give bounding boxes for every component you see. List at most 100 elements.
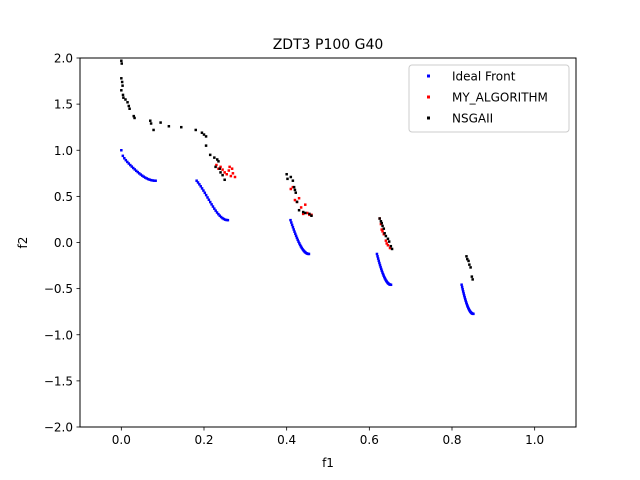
ideal-front-point [200,187,204,190]
nsgaii-point [149,119,152,122]
nsgaii-point [387,240,391,243]
ideal-front-point [199,185,202,188]
nsgaii-point [219,171,222,174]
ideal-front-point [297,240,300,243]
nsgaii-point [223,178,226,182]
ideal-front-point [462,292,465,295]
legend-box [408,64,570,133]
nsgaii-point [200,131,204,134]
my-algorithm-point [293,198,297,202]
nsgaii-point [471,278,474,281]
legend-marker-nsgaii [427,116,430,120]
ideal-front-point [136,170,139,174]
ideal-front-point [463,297,467,301]
ideal-front-point [129,163,132,167]
ideal-front-point [461,287,464,291]
ideal-front-point [149,178,153,182]
nsgaii-point [381,224,384,228]
nsgaii-point [127,104,131,108]
my-algorithm-point [381,230,384,233]
ideal-front-point [289,218,292,222]
nsgaii-point [214,165,217,169]
ideal-front-point [472,312,475,316]
ideal-front-point [378,263,382,267]
ideal-front-point [130,165,134,168]
nsgaii-point [468,263,471,266]
x-tick-label: 0.4 [277,433,296,447]
nsgaii-point [383,232,386,235]
ideal-front-point [294,234,298,238]
nsgaii-point [384,234,388,238]
x-axis-ticks: 0.0 0.2 0.4 0.6 0.8 1.0 [112,427,544,447]
nsgaii-point [378,217,381,220]
ideal-front-point [140,174,144,177]
ideal-front-point [142,175,145,178]
nsgaii-point [204,144,208,147]
my-algorithm-point [380,228,383,231]
nsgaii-point [121,93,125,97]
ideal-front-point [389,283,393,287]
ideal-front-point [225,218,228,222]
ideal-front-point [210,203,213,206]
my-algorithm-point [228,165,231,169]
nsgaii-point [301,210,305,214]
ideal-front-point [219,215,223,219]
nsgaii-point [120,80,124,84]
ideal-front-point [152,179,156,182]
ideal-front-point [123,156,126,160]
ideal-front-point [296,238,299,242]
nsgaii-point [221,173,224,177]
y-tick-label: 1.0 [54,144,73,158]
x-tick-label: 0.8 [442,433,461,447]
my-algorithm-point [233,175,237,179]
ideal-front-point [204,193,208,197]
nsgaii-point [389,244,393,248]
ideal-front-point [292,228,295,231]
ideal-front-point [134,169,138,173]
x-tick-label: 1.0 [525,433,544,447]
nsgaii-point [289,175,293,179]
nsgaii-point [120,77,123,80]
x-axis-label: f1 [322,456,334,470]
ideal-front-point [221,216,224,220]
my-algorithm-point [230,167,234,170]
nsgaii-point [180,125,183,129]
ideal-front-point [466,304,469,307]
nsgaii-point [286,177,289,181]
y-tick-label: 1.5 [54,98,73,112]
nsgaii-point [132,114,135,118]
nsgaii-point [217,160,220,163]
nsgaii-point [159,121,162,124]
ideal-front-point [202,189,205,192]
my-algorithm-point [223,171,226,174]
ideal-front-point [146,177,150,181]
nsgaii-point [204,135,208,138]
ideal-front-point [307,252,311,256]
y-tick-label: 0.5 [54,190,73,204]
y-tick-label: −1.0 [44,328,73,342]
ideal-front-point [217,212,220,216]
ideal-front-point [376,257,380,260]
ideal-front-point [124,158,128,162]
ideal-front-point [290,221,293,224]
nsgaii-point [149,122,153,125]
nsgaii-point [380,221,383,225]
ideal-front-point [464,299,467,303]
nsgaii-point [382,227,386,230]
my-algorithm-point [301,212,305,216]
nsgaii-point [202,133,206,136]
ideal-front-point [215,211,219,214]
my-algorithm-point [388,246,392,250]
x-tick-label: 0.2 [194,433,213,447]
my-algorithm-point [385,242,388,245]
ideal-front-point [377,259,381,263]
nsgaii-point [126,101,129,104]
nsgaii-point [167,125,171,128]
my-algorithm-point [227,169,231,172]
my-algorithm-point [297,196,301,200]
y-tick-label: −2.0 [44,421,73,435]
ideal-front-point [295,236,299,240]
y-tick-label: 2.0 [54,52,73,66]
my-algorithm-point [221,168,224,171]
